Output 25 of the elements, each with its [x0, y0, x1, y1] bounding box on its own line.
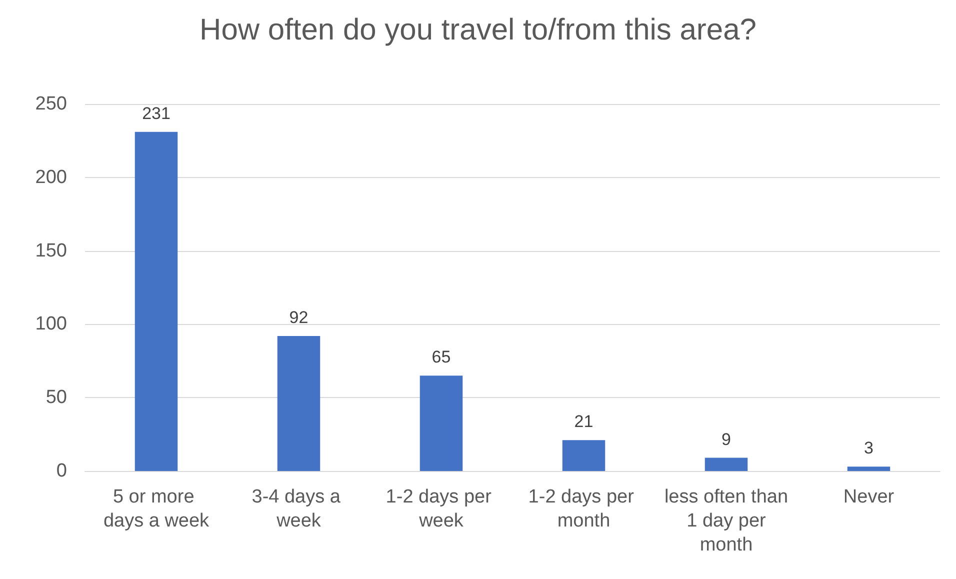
y-tick-label: 200 [35, 166, 67, 188]
bar [704, 458, 748, 471]
chart-title: How often do you travel to/from this area? [200, 14, 756, 46]
x-tick-label: 1-2 days per week [386, 486, 497, 532]
x-tick-label: Never [843, 486, 895, 508]
bar [277, 336, 320, 471]
bar [420, 376, 463, 471]
y-tick-label: 50 [46, 387, 67, 408]
data-label: 3 [864, 438, 874, 458]
y-tick-label: 0 [56, 460, 67, 482]
data-label: 65 [432, 348, 451, 367]
x-tick-label: 1-2 days per month [528, 486, 640, 532]
x-tick-label: 5 or more days a week [103, 486, 210, 532]
data-label: 92 [289, 308, 308, 327]
bar [562, 440, 606, 471]
y-tick-label: 150 [35, 240, 67, 262]
data-label: 231 [142, 104, 170, 123]
y-tick-label: 100 [35, 314, 67, 335]
bar [134, 132, 178, 471]
bar [847, 466, 890, 471]
y-tick-label: 250 [35, 94, 67, 114]
data-label: 21 [574, 412, 594, 432]
x-tick-label: less often than 1 day per month [664, 486, 788, 556]
data-label: 9 [722, 430, 731, 449]
x-tick-label: 3-4 days a week [252, 486, 346, 532]
